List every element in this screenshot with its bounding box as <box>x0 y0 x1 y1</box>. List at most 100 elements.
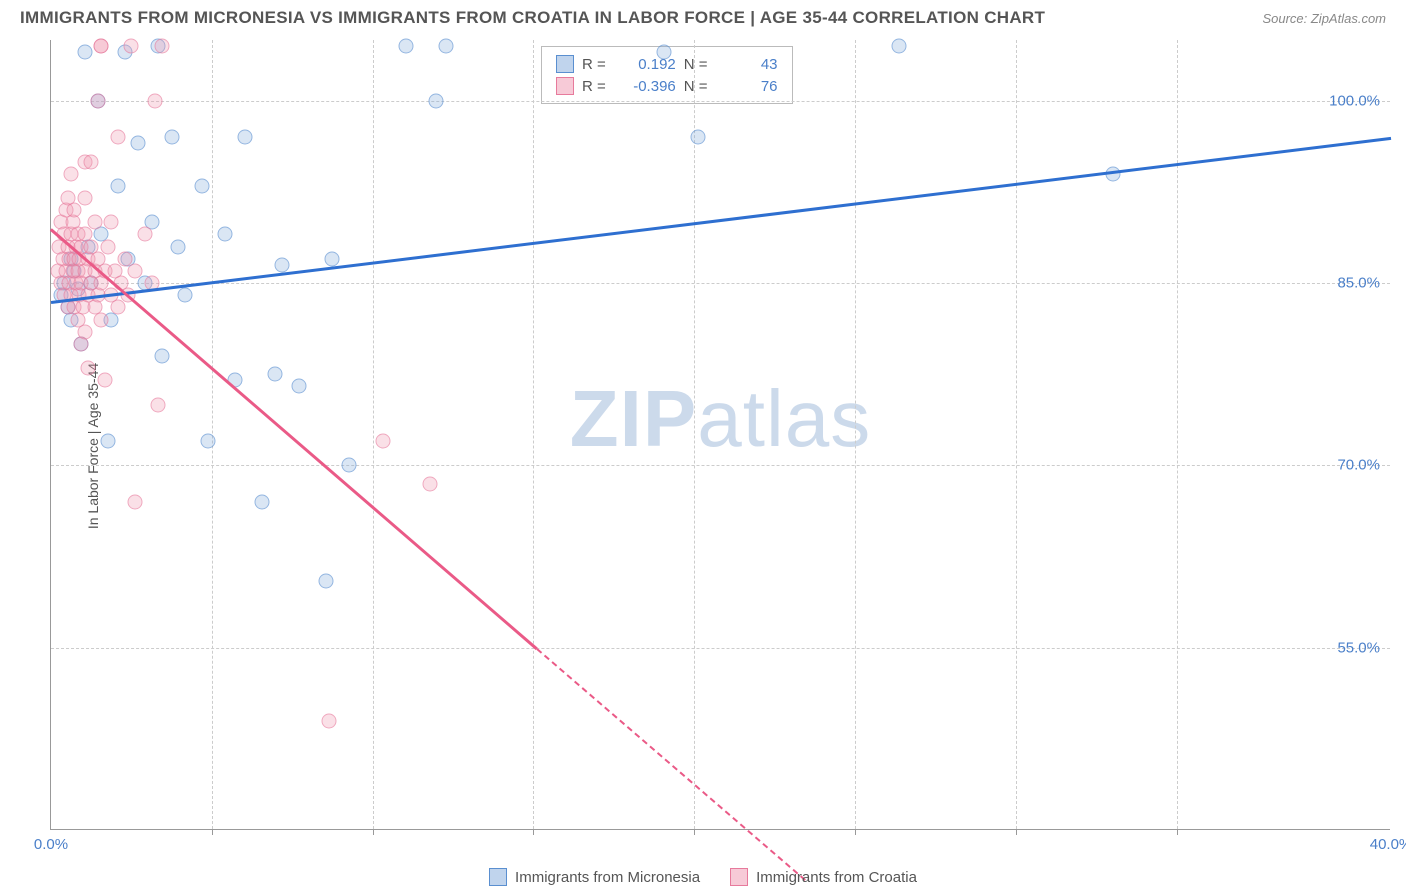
r-value-croatia: -0.396 <box>618 78 676 95</box>
scatter-point <box>154 349 169 364</box>
scatter-point <box>325 251 340 266</box>
legend-label-micronesia: Immigrants from Micronesia <box>515 869 700 886</box>
scatter-point <box>111 300 126 315</box>
scatter-point <box>891 39 906 54</box>
n-label: N = <box>684 78 708 95</box>
scatter-point <box>137 227 152 242</box>
scatter-point <box>218 227 233 242</box>
scatter-point <box>375 434 390 449</box>
scatter-point <box>342 458 357 473</box>
scatter-point <box>77 324 92 339</box>
scatter-point <box>127 494 142 509</box>
scatter-point <box>151 397 166 412</box>
gridline-h <box>51 101 1390 102</box>
xtick-mark <box>533 829 534 835</box>
scatter-point <box>291 379 306 394</box>
gridline-v <box>694 40 695 829</box>
scatter-point <box>100 239 115 254</box>
ytick-label: 100.0% <box>1329 92 1380 109</box>
xtick-label: 0.0% <box>34 836 68 853</box>
xtick-mark <box>212 829 213 835</box>
gridline-v <box>1016 40 1017 829</box>
gridline-h <box>51 283 1390 284</box>
n-value-croatia: 76 <box>720 78 778 95</box>
ytick-label: 70.0% <box>1337 457 1380 474</box>
swatch-pink-icon <box>730 868 748 886</box>
ytick-label: 85.0% <box>1337 275 1380 292</box>
scatter-point <box>657 45 672 60</box>
xtick-mark <box>855 829 856 835</box>
xtick-mark <box>373 829 374 835</box>
scatter-point <box>422 476 437 491</box>
gridline-v <box>533 40 534 829</box>
xtick-mark <box>1177 829 1178 835</box>
scatter-point <box>94 39 109 54</box>
scatter-point <box>275 257 290 272</box>
scatter-point <box>84 154 99 169</box>
scatter-point <box>94 312 109 327</box>
scatter-point <box>147 93 162 108</box>
stats-row-croatia: R = -0.396 N = 76 <box>556 75 778 97</box>
legend-label-croatia: Immigrants from Croatia <box>756 869 917 886</box>
scatter-point <box>90 93 105 108</box>
scatter-point <box>127 263 142 278</box>
scatter-point <box>111 178 126 193</box>
scatter-point <box>201 434 216 449</box>
scatter-point <box>164 130 179 145</box>
scatter-point <box>154 39 169 54</box>
swatch-blue-icon <box>489 868 507 886</box>
scatter-point <box>124 39 139 54</box>
swatch-pink-icon <box>556 77 574 95</box>
r-label: R = <box>582 56 606 73</box>
scatter-point <box>399 39 414 54</box>
xtick-mark <box>694 829 695 835</box>
swatch-blue-icon <box>556 55 574 73</box>
legend-item-croatia: Immigrants from Croatia <box>730 868 917 886</box>
scatter-point <box>194 178 209 193</box>
scatter-point <box>322 713 337 728</box>
scatter-point <box>64 166 79 181</box>
n-value-micronesia: 43 <box>720 56 778 73</box>
n-label: N = <box>684 56 708 73</box>
xtick-label: 40.0% <box>1370 836 1406 853</box>
scatter-point <box>131 136 146 151</box>
ytick-label: 55.0% <box>1337 639 1380 656</box>
scatter-point <box>67 203 82 218</box>
gridline-v <box>373 40 374 829</box>
gridline-h <box>51 648 1390 649</box>
scatter-point <box>104 215 119 230</box>
scatter-point <box>171 239 186 254</box>
watermark: ZIPatlas <box>570 373 871 465</box>
scatter-point <box>80 361 95 376</box>
scatter-point <box>87 215 102 230</box>
chart-title: IMMIGRANTS FROM MICRONESIA VS IMMIGRANTS… <box>20 8 1045 28</box>
gridline-h <box>51 465 1390 466</box>
trendline <box>50 229 537 650</box>
scatter-point <box>178 288 193 303</box>
gridline-v <box>855 40 856 829</box>
trendline-dashed <box>536 648 805 880</box>
scatter-point <box>97 373 112 388</box>
scatter-point <box>439 39 454 54</box>
gridline-v <box>1177 40 1178 829</box>
scatter-point <box>255 494 270 509</box>
trendline <box>51 137 1391 304</box>
watermark-light: atlas <box>697 374 871 463</box>
r-label: R = <box>582 78 606 95</box>
chart-source: Source: ZipAtlas.com <box>1262 11 1386 26</box>
scatter-point <box>111 130 126 145</box>
scatter-point <box>318 573 333 588</box>
watermark-bold: ZIP <box>570 374 697 463</box>
scatter-point <box>77 45 92 60</box>
legend-item-micronesia: Immigrants from Micronesia <box>489 868 700 886</box>
scatter-point <box>429 93 444 108</box>
scatter-point <box>268 367 283 382</box>
scatter-point <box>100 434 115 449</box>
scatter-point <box>238 130 253 145</box>
bottom-legend: Immigrants from Micronesia Immigrants fr… <box>0 868 1406 886</box>
chart-plot-area: ZIPatlas R = 0.192 N = 43 R = -0.396 N =… <box>50 40 1390 830</box>
scatter-point <box>77 191 92 206</box>
xtick-mark <box>1016 829 1017 835</box>
chart-header: IMMIGRANTS FROM MICRONESIA VS IMMIGRANTS… <box>0 0 1406 32</box>
scatter-point <box>690 130 705 145</box>
